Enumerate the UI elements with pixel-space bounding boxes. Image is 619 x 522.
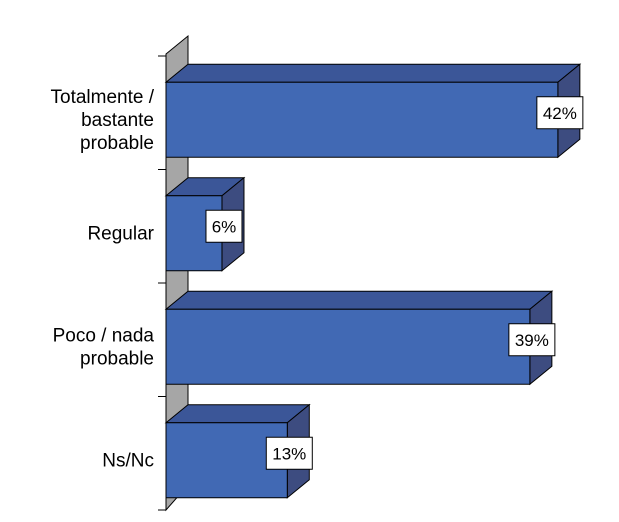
category-label-line: Poco / nada: [53, 325, 155, 346]
bar-top-face: [164, 290, 554, 310]
category-label: Ns/Nc: [102, 450, 154, 471]
bar-front-face: [165, 81, 559, 158]
category-label-line: probable: [80, 133, 154, 154]
bar-top-face: [164, 404, 311, 424]
bar-front-face: [165, 308, 531, 385]
bar-top-face: [164, 63, 582, 83]
value-label-box: [265, 436, 313, 470]
category-label-line: bastante: [81, 110, 154, 131]
bar: [164, 176, 246, 272]
value-label-text: 13%: [272, 444, 306, 463]
value-label-box: [205, 209, 243, 243]
value-label-text: 39%: [515, 331, 549, 350]
category-labels: Totalmente / bastante probableRegularPoco …: [51, 87, 155, 472]
category-label-line: probable: [80, 348, 154, 369]
value-label-box: [536, 96, 584, 130]
bar: [164, 63, 582, 159]
bars: [164, 63, 582, 499]
value-label-box: [508, 323, 556, 357]
bar: [164, 290, 554, 386]
category-label-line: Totalmente /: [51, 87, 155, 108]
value-label: 6%: [205, 209, 243, 243]
category-label: Regular: [87, 223, 154, 244]
category-label-line: Regular: [87, 223, 154, 244]
category-label: Totalmente / bastante probable: [51, 87, 155, 154]
value-labels: 42% 6% 39% 13%: [205, 96, 584, 470]
value-label: 13%: [265, 436, 313, 470]
value-label-text: 6%: [212, 217, 237, 236]
axis-ticks: [158, 55, 166, 511]
category-label-line: Ns/Nc: [102, 450, 154, 471]
value-label-text: 42%: [543, 104, 577, 123]
value-label: 39%: [508, 323, 556, 357]
value-label: 42%: [536, 96, 584, 130]
category-label: Poco / nada probable: [53, 325, 155, 369]
